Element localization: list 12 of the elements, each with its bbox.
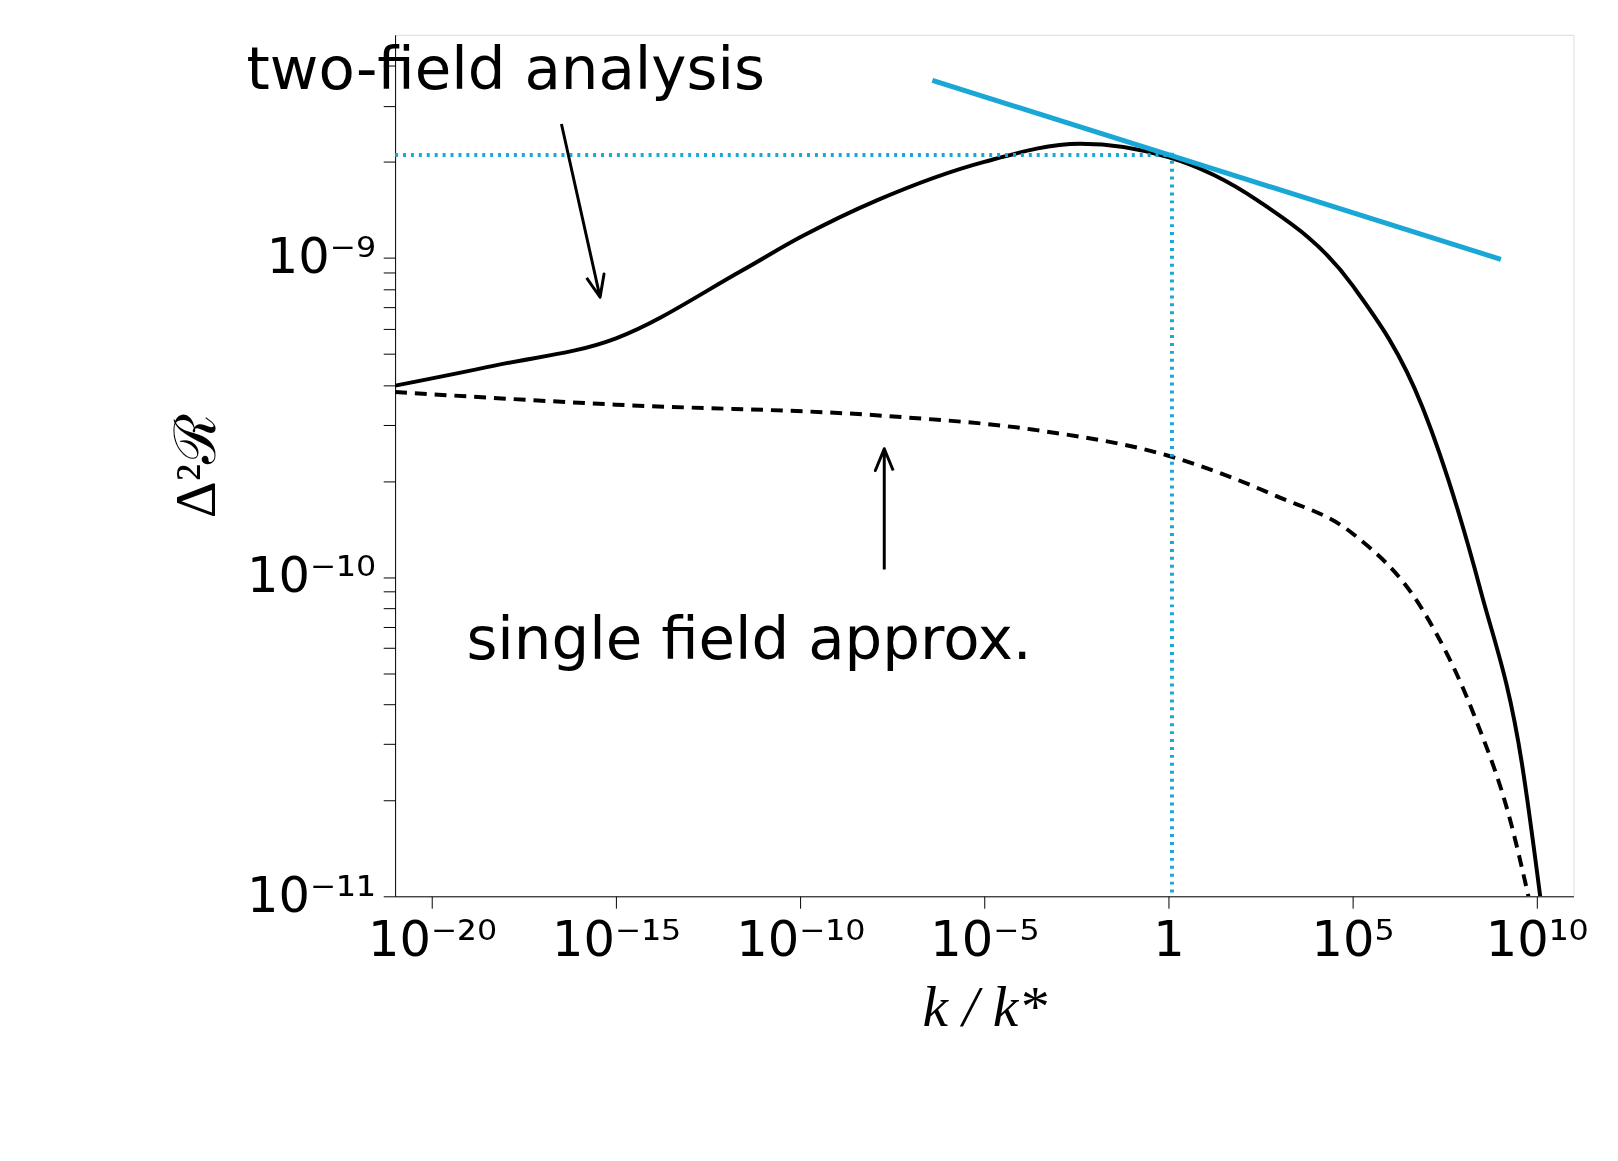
x-tick-label: 10⁻¹⁵	[552, 910, 681, 969]
x-axis-title: k / k*	[922, 974, 1048, 1038]
y-axis-title: Δ²ℛ	[164, 413, 228, 519]
y-tick-label: 10⁻⁹	[266, 227, 376, 286]
x-tick-label: 10⁵	[1311, 910, 1395, 969]
x-tick-label: 10⁻¹⁰	[736, 910, 866, 969]
x-tick-label: 10⁻²⁰	[368, 910, 497, 969]
x-tick-label: 10¹⁰	[1485, 910, 1589, 969]
annotation: single field approx.	[466, 603, 1032, 673]
y-tick-label: 10⁻¹⁰	[246, 546, 376, 605]
x-tick-label: 10⁻⁵	[930, 910, 1040, 969]
x-tick-label: 1	[1153, 910, 1185, 969]
